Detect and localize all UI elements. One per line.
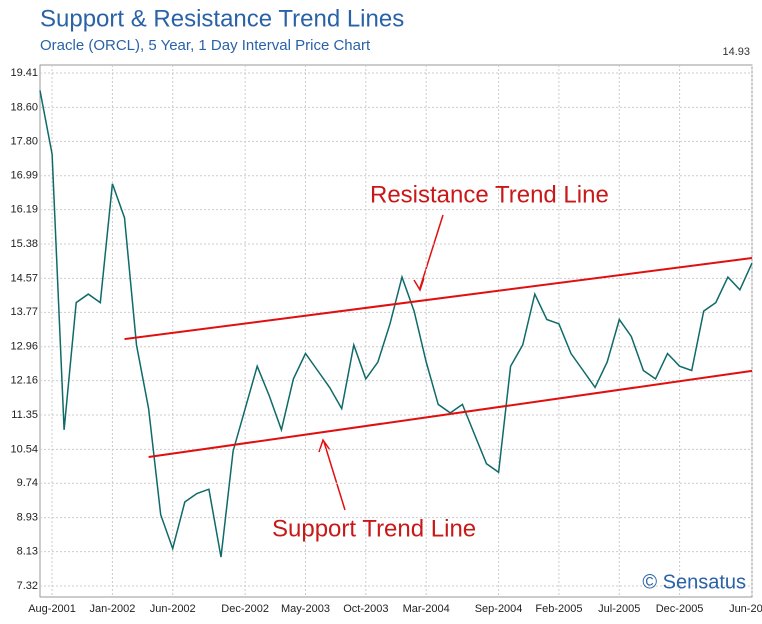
x-tick-label: Dec-2005 bbox=[656, 603, 704, 615]
trend-label: Support Trend Line bbox=[272, 515, 476, 542]
x-tick-label: Aug-2001 bbox=[28, 603, 76, 615]
trend-line bbox=[148, 369, 753, 458]
x-tick-label: Jul-2005 bbox=[598, 603, 640, 615]
y-tick-label: 10.54 bbox=[10, 443, 38, 455]
x-tick-label: May-2003 bbox=[281, 603, 330, 615]
y-tick-label: 15.38 bbox=[10, 238, 38, 250]
y-tick-label: 17.80 bbox=[10, 135, 38, 147]
y-tick-label: 12.16 bbox=[10, 375, 38, 387]
y-tick-label: 11.35 bbox=[11, 409, 38, 421]
y-tick-label: 18.60 bbox=[10, 101, 38, 113]
y-tick-label: 16.19 bbox=[10, 204, 38, 216]
y-tick-label: 13.77 bbox=[10, 306, 38, 318]
chart-subtitle: Oracle (ORCL), 5 Year, 1 Day Interval Pr… bbox=[40, 37, 371, 54]
x-tick-label: Dec-2002 bbox=[221, 603, 269, 615]
last-price: 14.93 bbox=[722, 46, 750, 58]
arrow-head bbox=[413, 277, 425, 292]
y-tick-label: 8.13 bbox=[17, 546, 38, 558]
x-tick-label: Jan-2002 bbox=[89, 603, 135, 615]
arrow bbox=[419, 214, 444, 289]
arrow bbox=[323, 441, 346, 511]
y-tick-label: 7.32 bbox=[17, 580, 38, 592]
trend-line bbox=[124, 257, 753, 341]
y-tick-label: 9.74 bbox=[17, 477, 38, 489]
x-tick-label: Sep-2004 bbox=[475, 603, 523, 615]
y-tick-label: 12.96 bbox=[10, 341, 38, 353]
chart-title: Support & Resistance Trend Lines bbox=[40, 5, 404, 32]
y-tick-label: 14.57 bbox=[10, 272, 38, 284]
credit: © Sensatus bbox=[642, 571, 746, 593]
x-tick-label: Jun-2006 bbox=[729, 603, 762, 615]
trend-label: Resistance Trend Line bbox=[370, 181, 609, 208]
y-tick-label: 19.41 bbox=[10, 67, 38, 79]
arrow-head bbox=[318, 438, 331, 453]
x-tick-label: Jun-2002 bbox=[150, 603, 196, 615]
x-tick-label: Feb-2005 bbox=[535, 603, 582, 615]
x-tick-label: Oct-2003 bbox=[343, 603, 388, 615]
y-tick-label: 8.93 bbox=[17, 512, 38, 524]
y-tick-label: 16.99 bbox=[10, 170, 38, 182]
price-line bbox=[39, 90, 753, 558]
x-tick-label: Mar-2004 bbox=[403, 603, 450, 615]
arrows bbox=[318, 214, 444, 511]
